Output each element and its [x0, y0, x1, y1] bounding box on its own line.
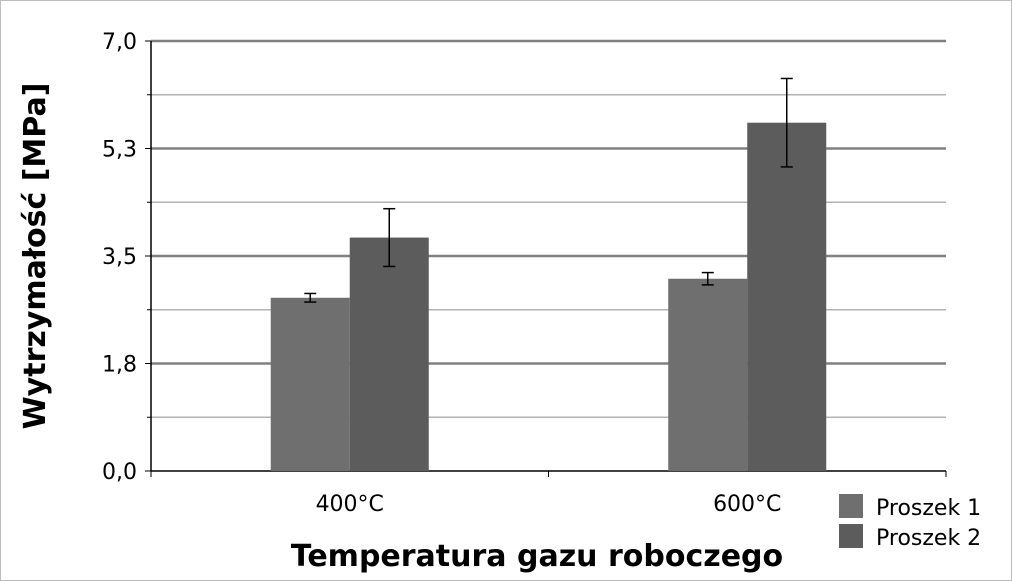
bars-layer [270, 122, 827, 471]
x-axis-title: Temperatura gazu roboczego [291, 539, 783, 574]
y-tick-label: 3,5 [102, 245, 137, 270]
legend: Proszek 1 Proszek 2 [839, 494, 981, 551]
legend-swatch-proszek-1 [839, 494, 863, 518]
y-tick-label: 0,0 [102, 460, 137, 485]
legend-label-proszek-1: Proszek 1 [876, 496, 981, 521]
error-bars-layer [304, 77, 793, 303]
x-tick-label: 600°C [713, 492, 781, 517]
legend-swatch-proszek-2 [839, 524, 863, 548]
bar-proszek-2-0 [349, 237, 429, 471]
y-axis-title: Wytrzymałość [MPa] [18, 83, 53, 430]
y-tick-label: 7,0 [102, 30, 137, 55]
y-tick-label: 1,8 [102, 353, 137, 378]
bar-proszek-1-0 [270, 297, 350, 471]
bar-proszek-1-1 [668, 278, 748, 471]
x-tick-label: 400°C [316, 492, 384, 517]
y-tick-label: 5,3 [102, 138, 137, 163]
axis-layer: 0,0 1,8 3,5 5,3 7,0 400°C 600°C [102, 30, 947, 517]
grid-layer [151, 39, 946, 472]
bar-proszek-2-1 [747, 122, 827, 471]
legend-label-proszek-2: Proszek 2 [876, 526, 981, 551]
